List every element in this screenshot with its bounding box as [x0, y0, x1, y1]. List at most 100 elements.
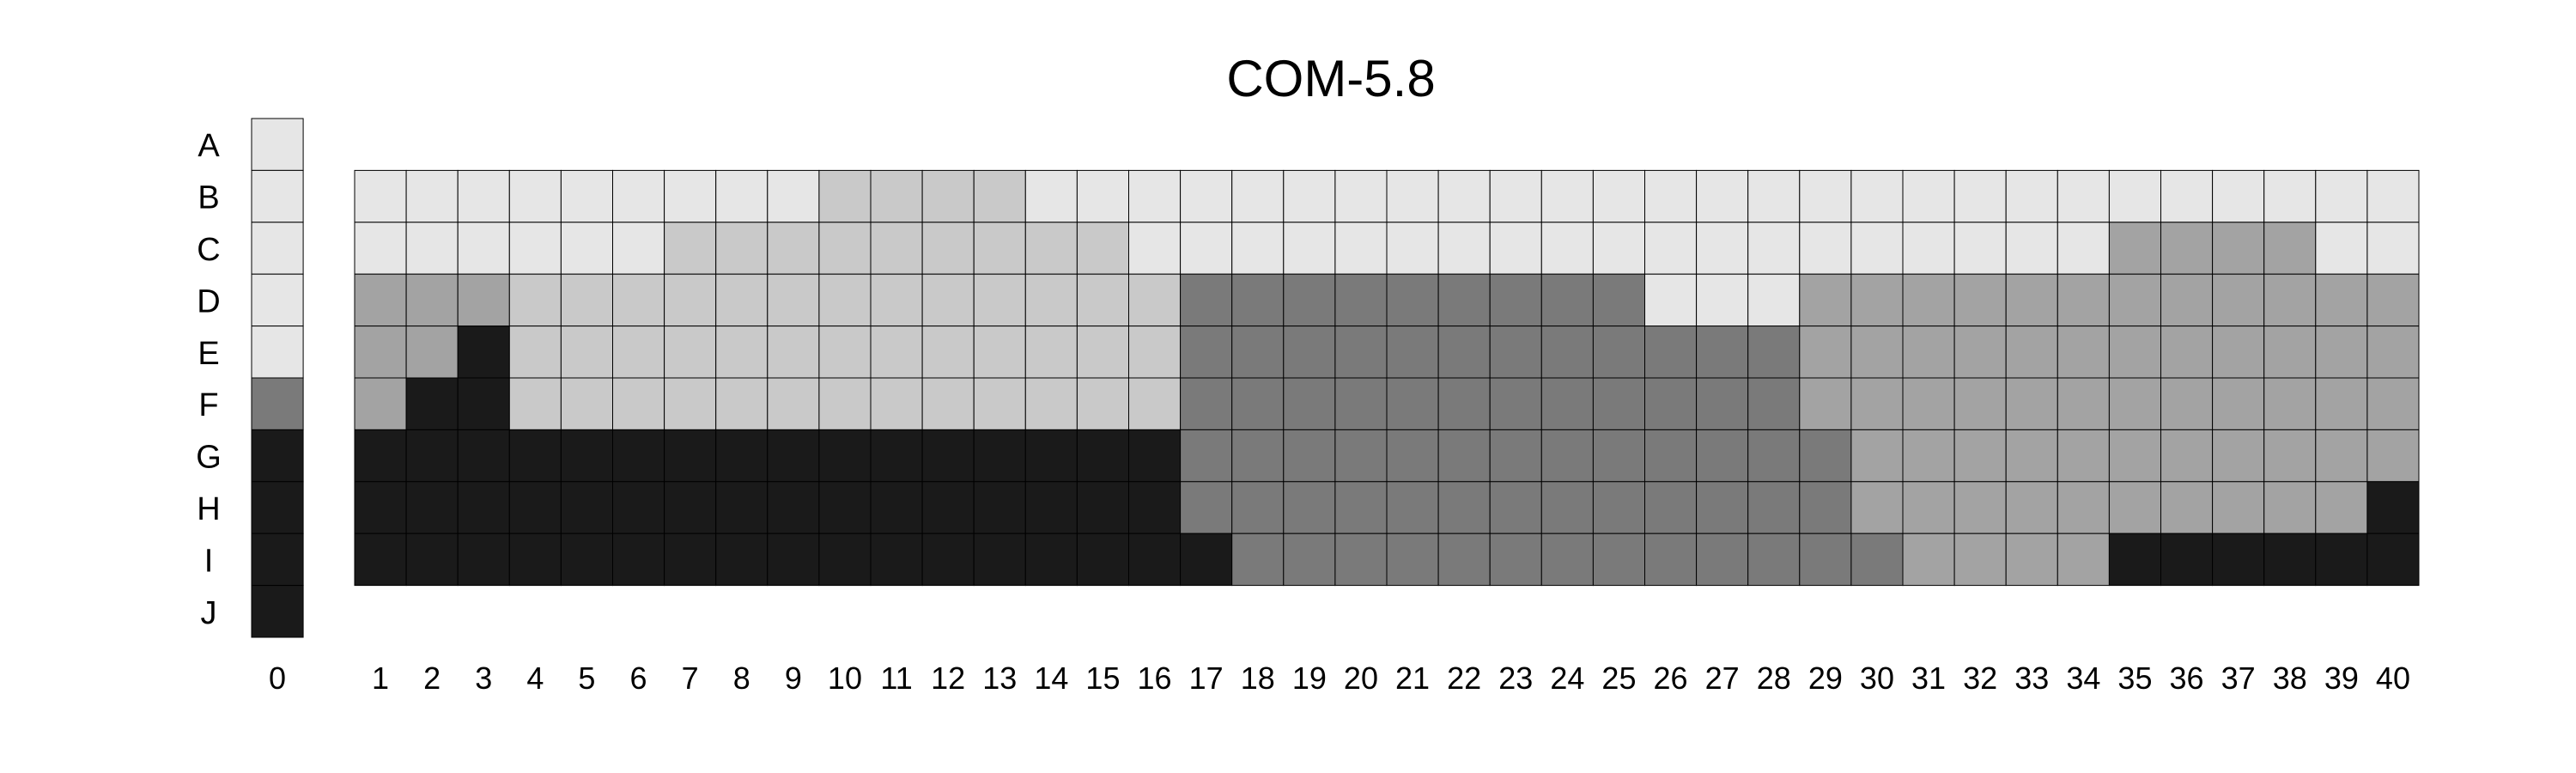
cell-i-31 [1902, 533, 1955, 587]
cell-c-37 [2212, 222, 2265, 275]
cell-c-21 [1386, 222, 1439, 275]
cell-h-11 [870, 481, 923, 534]
cell-b-26 [1644, 169, 1698, 223]
cell-d-17 [1180, 273, 1233, 327]
cell-g-20 [1334, 429, 1388, 483]
cell-i-1 [354, 533, 407, 587]
cell-h-16 [1128, 481, 1182, 534]
cell-d-40 [2366, 273, 2420, 327]
cell-b-7 [664, 169, 717, 223]
cell-b-2 [405, 169, 459, 223]
cell-e-8 [715, 326, 769, 379]
cell-f-0 [251, 377, 304, 430]
cell-b-5 [560, 169, 614, 223]
heatmap-grid [354, 169, 2420, 587]
cell-d-2 [405, 273, 459, 327]
column-label-11: 11 [880, 660, 912, 696]
cell-c-32 [1953, 222, 2007, 275]
cell-c-19 [1283, 222, 1336, 275]
cell-b-6 [612, 169, 665, 223]
cell-i-39 [2315, 533, 2368, 587]
cell-h-26 [1644, 481, 1698, 534]
row-label-f: F [198, 387, 218, 423]
row-label-i: I [204, 543, 214, 579]
cell-e-39 [2315, 326, 2368, 379]
cell-e-36 [2160, 326, 2214, 379]
cell-i-4 [508, 533, 562, 587]
cell-d-5 [560, 273, 614, 327]
cell-b-38 [2263, 169, 2317, 223]
cell-g-16 [1128, 429, 1182, 483]
cell-c-36 [2160, 222, 2214, 275]
cell-h-7 [664, 481, 717, 534]
cell-e-2 [405, 326, 459, 379]
column-label-38: 38 [2273, 660, 2307, 696]
cell-e-29 [1799, 326, 1852, 379]
cell-b-15 [1076, 169, 1130, 223]
cell-g-18 [1231, 429, 1285, 483]
cell-d-33 [2005, 273, 2058, 327]
cell-f-2 [405, 377, 459, 430]
cell-b-24 [1540, 169, 1594, 223]
cell-g-15 [1076, 429, 1130, 483]
cell-b-20 [1334, 169, 1388, 223]
cell-g-6 [612, 429, 665, 483]
cell-b-13 [973, 169, 1026, 223]
cell-d-0 [251, 273, 304, 327]
cell-i-12 [921, 533, 975, 587]
cell-f-5 [560, 377, 614, 430]
cell-c-4 [508, 222, 562, 275]
column-label-33: 33 [2014, 660, 2049, 696]
cell-f-36 [2160, 377, 2214, 430]
cell-i-28 [1747, 533, 1801, 587]
cell-d-32 [1953, 273, 2007, 327]
cell-f-17 [1180, 377, 1233, 430]
cell-f-10 [818, 377, 872, 430]
cell-g-22 [1437, 429, 1491, 483]
cell-g-38 [2263, 429, 2317, 483]
cell-b-34 [2057, 169, 2110, 223]
cell-b-21 [1386, 169, 1439, 223]
cell-i-36 [2160, 533, 2214, 587]
cell-e-6 [612, 326, 665, 379]
column-label-23: 23 [1498, 660, 1533, 696]
cell-i-8 [715, 533, 769, 587]
cell-h-4 [508, 481, 562, 534]
cell-g-4 [508, 429, 562, 483]
row-label-d: D [197, 283, 220, 320]
cell-f-19 [1283, 377, 1336, 430]
row-label-b: B [197, 180, 219, 216]
cell-h-38 [2263, 481, 2317, 534]
cell-c-6 [612, 222, 665, 275]
cell-e-37 [2212, 326, 2265, 379]
column-label-14: 14 [1034, 660, 1068, 696]
cell-c-39 [2315, 222, 2368, 275]
cell-d-20 [1334, 273, 1388, 327]
cell-c-24 [1540, 222, 1594, 275]
cell-c-31 [1902, 222, 1955, 275]
column-label-34: 34 [2066, 660, 2100, 696]
cell-i-26 [1644, 533, 1698, 587]
column-labels: 0 1 2 3 4 5 6 7 8 9 10 11 12 13 14 15 16 17 18 19 20 21 22 23 24… [269, 660, 2410, 696]
cell-b-10 [818, 169, 872, 223]
column-label-35: 35 [2117, 660, 2152, 696]
column-label-18: 18 [1241, 660, 1275, 696]
cell-d-24 [1540, 273, 1594, 327]
cell-h-10 [818, 481, 872, 534]
column-label-1: 1 [372, 660, 389, 696]
cell-g-21 [1386, 429, 1439, 483]
cell-b-29 [1799, 169, 1852, 223]
cell-c-27 [1696, 222, 1749, 275]
cell-c-7 [664, 222, 717, 275]
column-label-22: 22 [1447, 660, 1481, 696]
cell-h-8 [715, 481, 769, 534]
cell-c-20 [1334, 222, 1388, 275]
cell-b-19 [1283, 169, 1336, 223]
column-label-4: 4 [526, 660, 544, 696]
cell-b-8 [715, 169, 769, 223]
cell-i-14 [1024, 533, 1078, 587]
column-label-39: 39 [2324, 660, 2359, 696]
column-label-36: 36 [2170, 660, 2204, 696]
cell-g-37 [2212, 429, 2265, 483]
cell-e-15 [1076, 326, 1130, 379]
